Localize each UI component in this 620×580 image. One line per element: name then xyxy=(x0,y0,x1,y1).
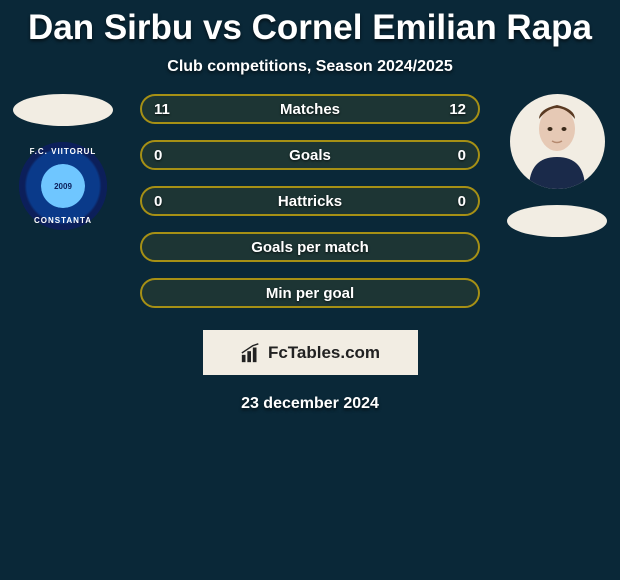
right-player-column xyxy=(502,94,612,253)
left-club-badge: F.C. VIITORUL 2009 CONSTANTA xyxy=(19,142,107,230)
bar-chart-icon xyxy=(240,342,262,364)
stat-label: Hattricks xyxy=(278,193,342,210)
footer-date: 23 december 2024 xyxy=(0,375,620,413)
stat-row-matches: 11 Matches 12 xyxy=(140,94,480,124)
stat-row-hattricks: 0 Hattricks 0 xyxy=(140,186,480,216)
right-player-photo xyxy=(510,94,605,189)
footer-site-text: FcTables.com xyxy=(268,343,380,363)
stat-left-value: 0 xyxy=(154,147,174,164)
stat-row-goals-per-match: Goals per match xyxy=(140,232,480,262)
footer-attribution: FcTables.com xyxy=(203,330,418,375)
stat-label: Matches xyxy=(280,101,340,118)
stat-left-value: 0 xyxy=(154,193,174,210)
left-player-column: F.C. VIITORUL 2009 CONSTANTA xyxy=(8,94,118,230)
stat-label: Min per goal xyxy=(266,285,354,302)
club-bottom-text: CONSTANTA xyxy=(34,216,92,225)
comparison-panel: F.C. VIITORUL 2009 CONSTANTA 11 Matches … xyxy=(0,94,620,308)
stat-label: Goals xyxy=(289,147,331,164)
stat-right-value: 0 xyxy=(446,193,466,210)
right-club-badge-slot xyxy=(507,205,607,237)
subtitle: Club competitions, Season 2024/2025 xyxy=(0,52,620,94)
stat-row-goals: 0 Goals 0 xyxy=(140,140,480,170)
page-title: Dan Sirbu vs Cornel Emilian Rapa xyxy=(0,0,620,52)
stats-list: 11 Matches 12 0 Goals 0 0 Hattricks 0 Go… xyxy=(140,94,480,308)
stat-row-min-per-goal: Min per goal xyxy=(140,278,480,308)
stat-label: Goals per match xyxy=(251,239,369,256)
stat-right-value: 0 xyxy=(446,147,466,164)
stat-left-value: 11 xyxy=(154,101,174,118)
club-year: 2009 xyxy=(54,182,72,191)
club-top-text: F.C. VIITORUL xyxy=(30,147,97,156)
left-player-name-slot xyxy=(13,94,113,126)
stat-right-value: 12 xyxy=(446,101,466,118)
player-silhouette-icon xyxy=(517,99,597,189)
